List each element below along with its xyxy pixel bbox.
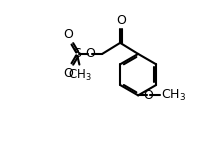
Text: CH$_3$: CH$_3$ <box>161 88 186 103</box>
Text: O: O <box>64 28 73 41</box>
Text: S: S <box>73 47 81 60</box>
Text: CH$_3$: CH$_3$ <box>68 68 91 83</box>
Text: O: O <box>64 67 73 80</box>
Text: O: O <box>144 89 153 102</box>
Text: O: O <box>85 47 95 60</box>
Text: O: O <box>116 14 126 27</box>
